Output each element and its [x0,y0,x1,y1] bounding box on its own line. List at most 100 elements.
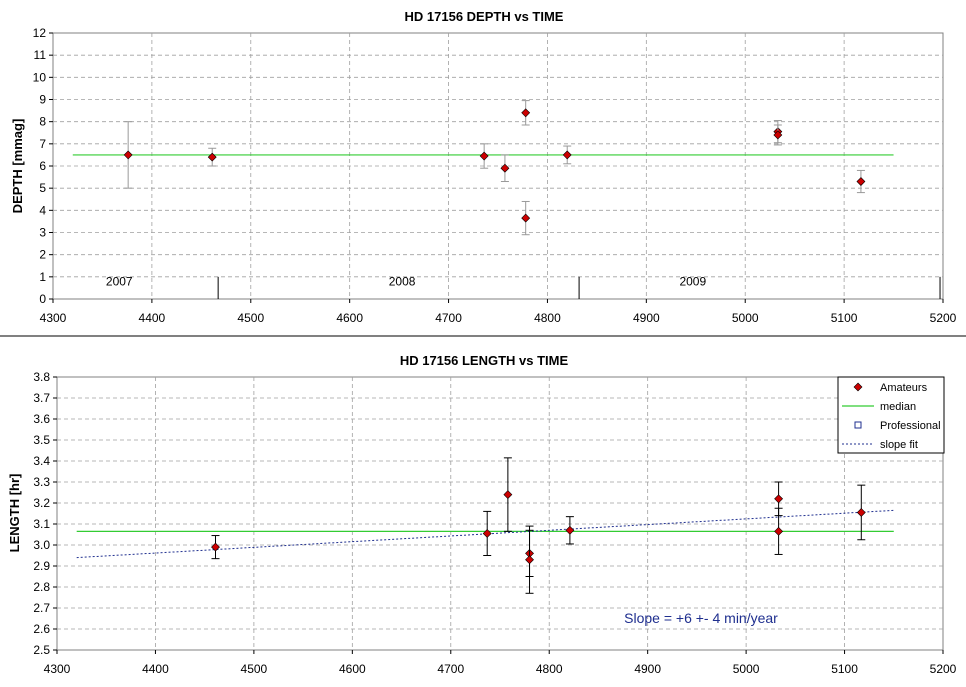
point-marker [856,508,866,517]
year-label-2007: 2007 [106,275,133,289]
y-tick-label: 3.0 [33,538,50,552]
point-marker [774,494,784,504]
legend-professional-label: Professional [880,420,941,432]
y-tick-label: 11 [34,48,47,62]
y-tick-label: 3.4 [33,454,50,468]
length-legend: Amateurs median Professional slope fit [837,376,945,454]
point-marker [856,177,866,186]
point-marker [565,525,575,535]
y-tick-label: 4 [39,203,46,217]
y-tick-label: 1 [39,270,46,284]
x-tick-label: 5000 [732,311,759,325]
slope-annotation: Slope = +6 +- 4 min/year [624,610,778,626]
legend-slope-fit-label: slope fit [880,439,918,451]
point-marker [521,213,531,223]
x-tick-label: 5100 [831,311,858,325]
point-marker [525,555,534,565]
depth-y-axis-label: DEPTH [mmag] [10,119,25,214]
y-tick-label: 3.7 [33,391,50,405]
y-tick-label: 9 [39,93,46,107]
legend-professional-marker [854,421,862,429]
legend-amateurs-label: Amateurs [880,382,928,394]
length-chart-title: HD 17156 LENGTH vs TIME [400,353,569,368]
y-tick-label: 2.7 [33,601,50,615]
length-grid [57,377,943,650]
data-point [482,510,492,556]
point-marker [211,542,220,552]
legend-amateurs-marker [853,382,863,392]
data-point [856,484,866,541]
data-point [774,507,784,555]
point-marker [521,108,531,118]
x-tick-label: 4700 [437,662,464,676]
x-tick-label: 5200 [930,662,957,676]
point-marker [562,150,572,160]
point-marker [479,151,489,161]
depth-grid [53,33,943,299]
data-point [773,124,783,146]
y-tick-label: 2.6 [33,622,50,636]
depth-year-markers: 2007 2008 2009 [106,275,941,299]
y-tick-label: 5 [39,181,46,195]
year-label-2008: 2008 [389,275,416,289]
x-tick-label: 4500 [237,311,264,325]
length-data-points [211,457,866,594]
y-tick-label: 3.1 [33,517,50,531]
data-point [479,143,489,169]
data-point [123,121,133,189]
length-plot-area [56,376,944,651]
x-tick-label: 4800 [536,662,563,676]
x-tick-label: 5000 [733,662,760,676]
x-tick-label: 5200 [930,311,957,325]
length-x-ticks: 4300 4400 4500 4600 4700 4800 4900 5000 5100 5200 [44,650,957,676]
point-marker [774,526,784,536]
point-marker [207,152,217,162]
y-tick-label: 2.8 [33,580,50,594]
legend-median-label: median [880,401,916,413]
x-tick-label: 5100 [831,662,858,676]
length-y-ticks: 2.5 2.6 2.7 2.8 2.9 3.0 3.1 3.2 3.3 3.4 3.5 3.6 3.7 3… [33,370,57,657]
y-tick-label: 3.8 [33,370,50,384]
data-point [525,525,534,594]
y-tick-label: 2.5 [33,643,50,657]
length-y-axis-label: LENGTH [hr] [7,474,22,553]
y-tick-label: 2 [39,248,46,262]
depth-chart-title: HD 17156 DEPTH vs TIME [405,9,564,24]
data-point [500,154,510,183]
data-point [521,200,531,236]
y-tick-label: 7 [39,137,46,151]
x-tick-label: 4500 [241,662,268,676]
length-chart: HD 17156 LENGTH vs TIME LENGTH [hr] 2.5 2… [7,353,957,676]
point-marker [482,529,492,538]
data-point [211,535,220,560]
y-tick-label: 12 [33,26,47,40]
y-tick-label: 3.2 [33,496,50,510]
data-point [207,147,217,167]
year-label-2009: 2009 [679,275,706,289]
y-tick-label: 0 [39,292,46,306]
x-tick-label: 4600 [339,662,366,676]
x-tick-label: 4400 [139,311,166,325]
point-marker [500,163,510,173]
data-point [503,457,513,532]
y-tick-label: 3.3 [33,475,50,489]
data-point [521,100,531,126]
x-tick-label: 4900 [633,311,660,325]
point-marker [123,150,133,160]
y-tick-label: 10 [33,70,47,84]
x-tick-label: 4600 [336,311,363,325]
x-tick-label: 4700 [435,311,462,325]
point-marker [773,130,783,140]
x-tick-label: 4300 [44,662,71,676]
y-tick-label: 8 [39,115,46,129]
legend-box [837,376,945,454]
x-tick-label: 4800 [534,311,561,325]
data-point [856,169,866,194]
point-marker [503,490,513,500]
depth-chart: HD 17156 DEPTH vs TIME DEPTH [mmag] 0123… [10,9,957,325]
y-tick-label: 3 [39,226,46,240]
depth-x-ticks: 4300 4400 4500 4600 4700 4800 4900 5000 5100 5200 [40,299,957,325]
data-point [565,516,575,545]
